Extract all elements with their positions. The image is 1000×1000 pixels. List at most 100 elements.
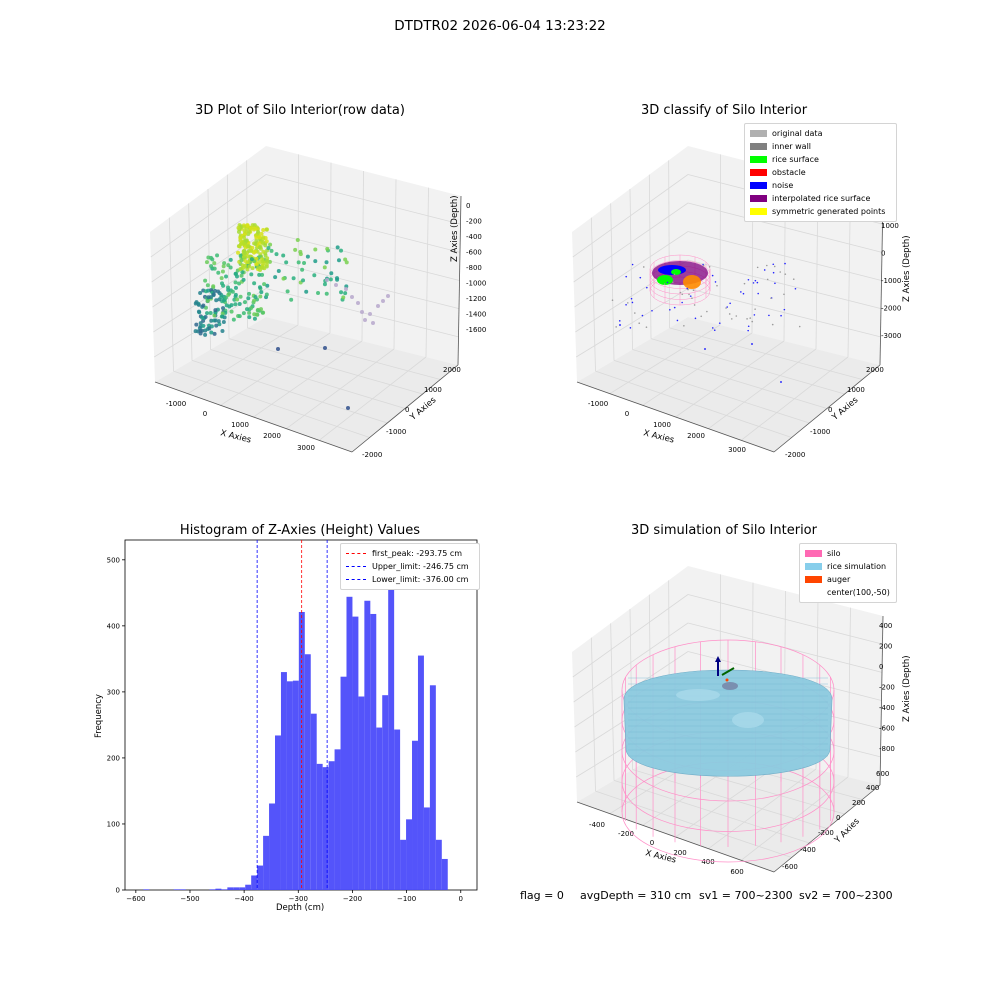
data-point [768, 314, 770, 317]
legend-label: noise [772, 181, 794, 190]
data-point [204, 260, 209, 265]
data-point [260, 310, 265, 315]
histogram-bar [245, 884, 252, 890]
legend-label: first_peak: -293.75 cm [372, 549, 463, 558]
grid-line [575, 288, 689, 358]
data-point [241, 277, 246, 282]
z-tick-label: -1400 [466, 311, 486, 319]
data-point [766, 278, 769, 281]
data-point [254, 262, 259, 267]
data-point [229, 309, 234, 314]
data-point [206, 288, 211, 293]
y-tick-label: 200 [107, 754, 120, 762]
legend-label: rice simulation [827, 562, 887, 571]
histogram-bar [364, 600, 371, 890]
data-point [784, 273, 787, 275]
data-point [729, 302, 731, 305]
y-tick-label: 1000 [424, 386, 442, 394]
status-flag: flag = 0 [520, 889, 564, 902]
data-point [706, 310, 708, 313]
data-point [250, 266, 255, 271]
data-point [226, 263, 231, 268]
data-point [238, 242, 243, 247]
data-point [205, 283, 210, 288]
data-point [249, 248, 254, 253]
data-point [257, 285, 262, 290]
data-point [214, 323, 219, 328]
data-point [220, 328, 225, 333]
z-tick-label: -1200 [466, 295, 486, 303]
legend-item: noise [750, 179, 891, 192]
axis-pane [577, 317, 880, 452]
data-point [255, 308, 260, 313]
data-point [714, 281, 717, 283]
histogram-bar [417, 655, 424, 890]
legend-swatch [750, 143, 767, 150]
data-point [325, 246, 330, 251]
data-point [293, 247, 298, 252]
data-point [207, 326, 212, 331]
data-point [763, 269, 766, 271]
data-point [779, 271, 782, 273]
data-point [339, 290, 344, 295]
plot4-legend: silo rice simulation auger center(100,-5… [799, 543, 897, 603]
data-point [252, 316, 257, 321]
data-point [328, 277, 333, 282]
data-point [203, 278, 208, 283]
data-point [289, 297, 294, 302]
data-point [295, 238, 300, 243]
data-point [645, 326, 648, 328]
data-point [673, 306, 676, 309]
grid-line [687, 288, 881, 338]
z-tick-label: 0 [466, 202, 470, 210]
data-point [702, 264, 705, 267]
data-point [257, 259, 262, 264]
data-point [249, 272, 254, 277]
plot1-zlabel: Z Axies (Depth) [450, 195, 460, 262]
data-point [226, 285, 231, 290]
x-tick-label: -1000 [166, 400, 186, 408]
histogram-bar [221, 889, 228, 890]
data-point [276, 347, 280, 351]
data-point [673, 273, 676, 276]
data-point [376, 304, 380, 308]
data-point [735, 315, 738, 317]
y-tick-label: 400 [107, 622, 120, 630]
data-point [360, 310, 364, 314]
plot3-title: Histogram of Z-Axies (Height) Values [179, 523, 421, 538]
data-point [700, 315, 703, 318]
data-point [198, 321, 203, 326]
data-point [751, 320, 754, 323]
x-tick-label: −100 [397, 895, 416, 903]
data-point [260, 272, 265, 277]
data-point [754, 279, 757, 282]
data-point [766, 264, 768, 267]
x-tick-label: -200 [618, 830, 634, 838]
data-point [236, 225, 241, 230]
mesh-ring [649, 260, 711, 289]
legend-label: Upper_limit: -246.75 cm [372, 562, 469, 571]
data-point [689, 295, 692, 297]
data-point [216, 319, 221, 324]
x-tick-label: 0 [203, 410, 207, 418]
data-point [239, 258, 244, 263]
histogram-bar [358, 696, 365, 890]
data-point [222, 261, 227, 266]
data-point [194, 322, 199, 327]
rice-surface-cluster [657, 275, 673, 285]
data-point [770, 297, 772, 299]
histogram-bar [382, 695, 389, 890]
data-point [259, 231, 264, 236]
grid-line [740, 356, 849, 441]
y-axis-line [351, 364, 459, 453]
y-tick-label: -1000 [810, 428, 830, 436]
data-point [618, 320, 621, 322]
data-point [233, 280, 238, 285]
data-point [693, 304, 696, 306]
data-point [619, 324, 621, 326]
legend-label: inner wall [772, 142, 812, 151]
legend-label: interpolated rice surface [772, 194, 871, 203]
legend-swatch [750, 156, 767, 163]
data-point [240, 270, 245, 275]
z-axis-line [457, 195, 462, 366]
